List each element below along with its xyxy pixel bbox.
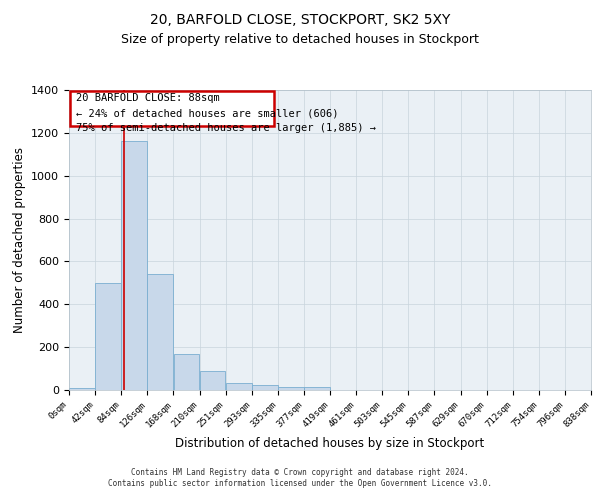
Bar xyxy=(121,142,147,390)
X-axis label: Distribution of detached houses by size in Stockport: Distribution of detached houses by size … xyxy=(175,437,485,450)
Bar xyxy=(148,274,173,390)
Bar xyxy=(304,387,330,390)
Text: 20 BARFOLD CLOSE: 88sqm
← 24% of detached houses are smaller (606)
75% of semi-d: 20 BARFOLD CLOSE: 88sqm ← 24% of detache… xyxy=(76,93,376,133)
Bar xyxy=(226,382,251,390)
Bar xyxy=(95,283,121,390)
Bar xyxy=(252,384,278,390)
Bar xyxy=(278,387,304,390)
Text: Size of property relative to detached houses in Stockport: Size of property relative to detached ho… xyxy=(121,32,479,46)
Text: Contains HM Land Registry data © Crown copyright and database right 2024.
Contai: Contains HM Land Registry data © Crown c… xyxy=(108,468,492,487)
Bar xyxy=(173,354,199,390)
Bar xyxy=(200,370,226,390)
FancyBboxPatch shape xyxy=(70,91,274,126)
Text: 20, BARFOLD CLOSE, STOCKPORT, SK2 5XY: 20, BARFOLD CLOSE, STOCKPORT, SK2 5XY xyxy=(150,12,450,26)
Bar xyxy=(69,388,95,390)
Y-axis label: Number of detached properties: Number of detached properties xyxy=(13,147,26,333)
